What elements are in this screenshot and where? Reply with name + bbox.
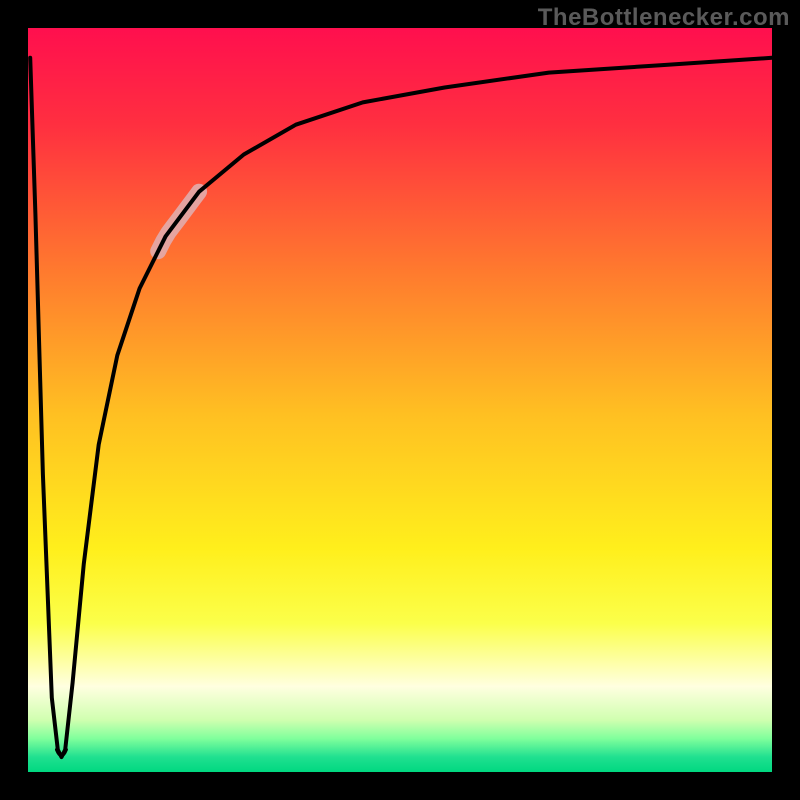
- watermark-text: TheBottlenecker.com: [538, 4, 790, 32]
- bottleneck-curve-plot: [0, 0, 800, 800]
- figure-container: TheBottlenecker.com: [0, 0, 800, 800]
